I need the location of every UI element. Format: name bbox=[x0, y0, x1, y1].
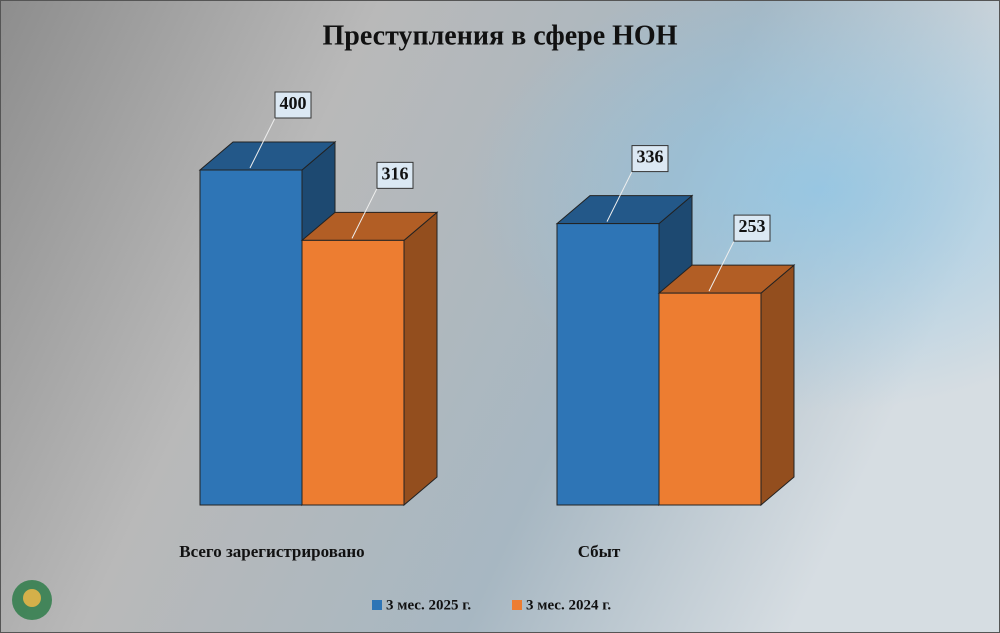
bar-side bbox=[760, 264, 795, 507]
label-leader bbox=[249, 117, 276, 169]
label-leader bbox=[351, 188, 378, 239]
value-label-box bbox=[376, 161, 414, 189]
x-tick-label: Всего зарегистрировано bbox=[179, 542, 364, 561]
bar-side bbox=[403, 211, 438, 507]
label-leader bbox=[708, 240, 735, 292]
label-leader bbox=[606, 171, 633, 222]
value-label: 253 bbox=[739, 216, 766, 236]
value-label: 336 bbox=[637, 147, 664, 167]
value-label-box bbox=[733, 214, 771, 242]
x-tick-label: Сбыт bbox=[578, 542, 621, 561]
bar bbox=[556, 223, 660, 506]
bar bbox=[301, 239, 405, 506]
legend-swatch bbox=[372, 600, 382, 610]
value-label: 400 bbox=[280, 93, 307, 113]
value-label: 316 bbox=[382, 163, 409, 183]
legend-swatch bbox=[512, 600, 522, 610]
legend-label: 3 мес. 2025 г. bbox=[386, 597, 471, 613]
chart-title: Преступления в сфере НОН bbox=[323, 20, 678, 51]
legend-label: 3 мес. 2024 г. bbox=[526, 597, 611, 613]
value-label-box bbox=[631, 145, 669, 173]
value-label-box bbox=[274, 91, 312, 119]
bar bbox=[658, 292, 762, 506]
bar bbox=[199, 169, 303, 506]
logo bbox=[12, 580, 52, 620]
